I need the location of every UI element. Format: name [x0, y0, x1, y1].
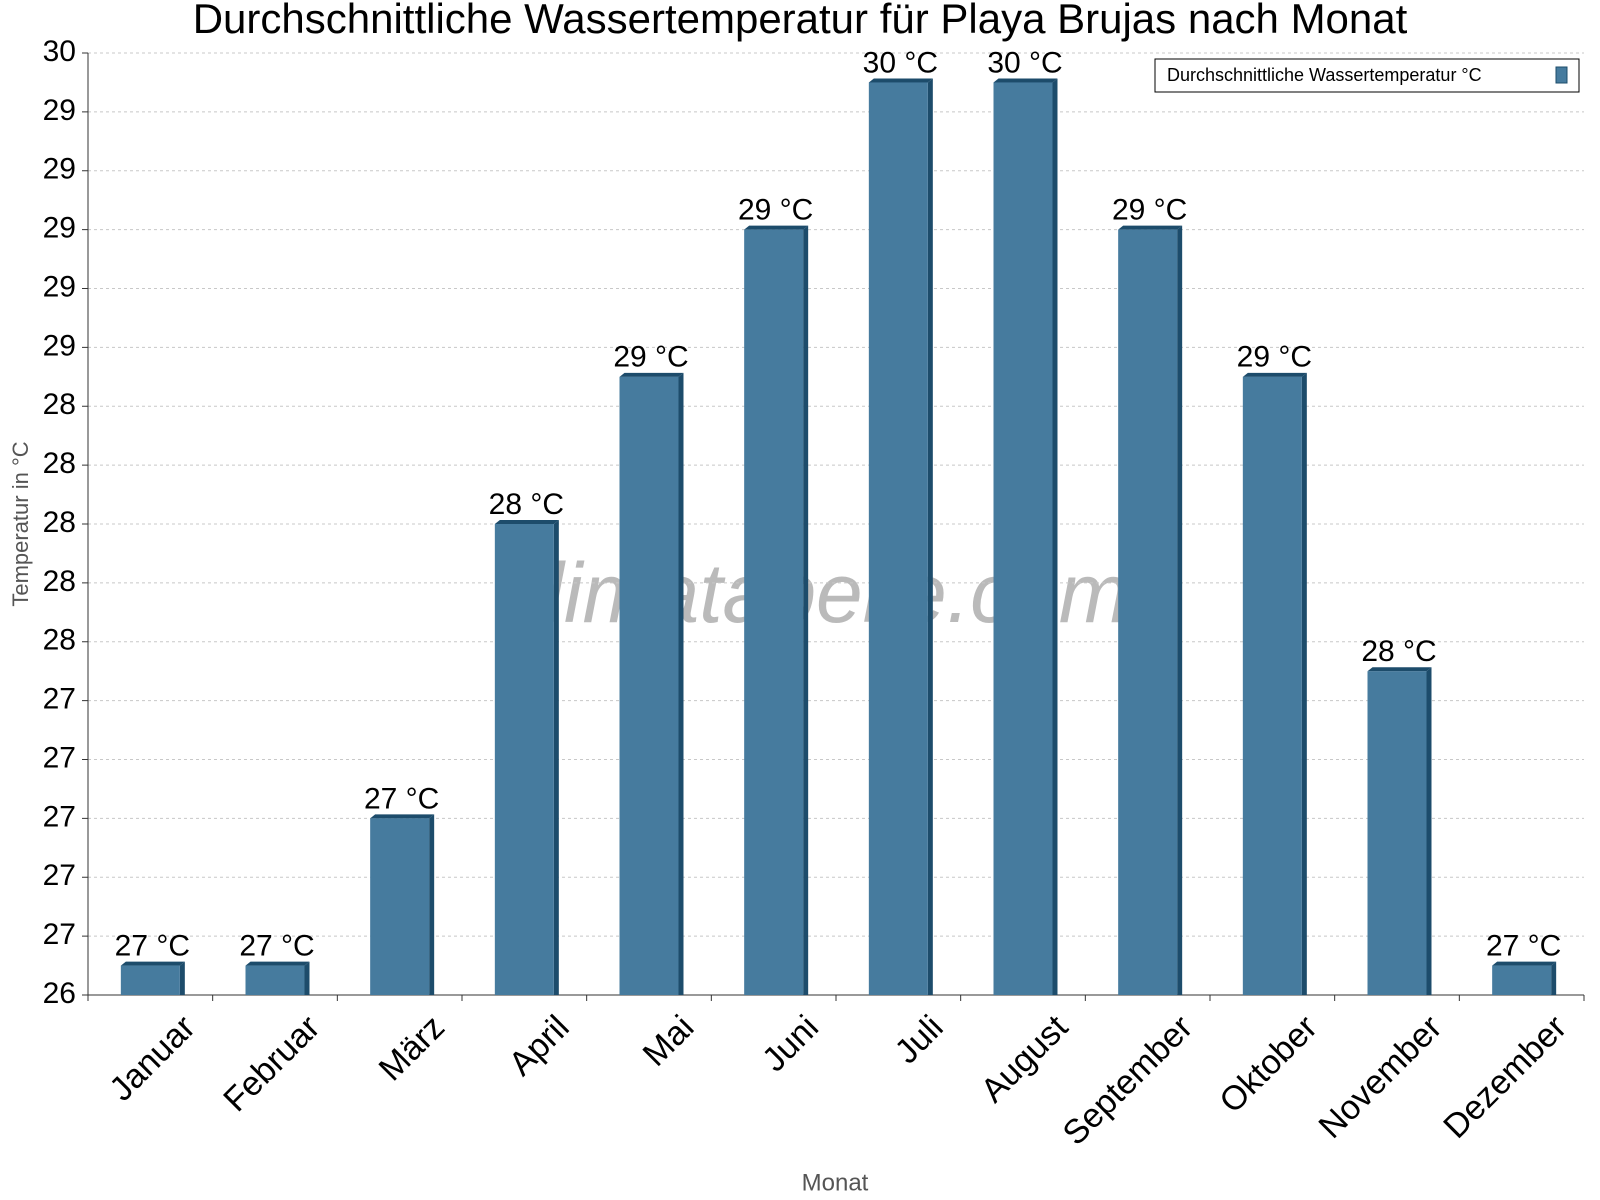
legend-box — [1154, 58, 1580, 93]
value-label: 27 °C — [239, 929, 314, 962]
y-tick-label: 28 — [43, 388, 76, 421]
y-tick-label: 26 — [43, 977, 76, 1010]
value-label: 27 °C — [364, 782, 439, 815]
value-label: 29 °C — [1237, 341, 1312, 374]
y-tick-label: 27 — [43, 741, 76, 774]
bar-side — [553, 520, 559, 995]
bar — [1492, 965, 1552, 995]
y-tick-label: 29 — [43, 329, 76, 362]
value-label: 28 °C — [489, 488, 564, 521]
bar-top — [619, 372, 684, 377]
value-label: 29 °C — [613, 341, 688, 374]
bar-side — [1052, 78, 1058, 995]
x-tick-label: September — [1056, 1008, 1200, 1152]
bar — [868, 82, 928, 995]
bar-side — [1426, 667, 1432, 995]
y-tick-label: 28 — [43, 624, 76, 657]
x-tick-label: August — [974, 1008, 1076, 1110]
bar — [993, 82, 1053, 995]
x-tick-label: März — [372, 1008, 452, 1088]
bar-side — [927, 78, 933, 995]
x-tick-label: Oktober — [1212, 1008, 1324, 1120]
bar-top — [120, 961, 185, 966]
x-axis-label: Monat — [802, 1169, 869, 1196]
y-tick-label: 30 — [43, 35, 76, 68]
bar-top — [993, 78, 1058, 83]
value-label: 29 °C — [1112, 194, 1187, 227]
bar-top — [1242, 372, 1307, 377]
bar-side — [803, 225, 809, 995]
bar-side — [1551, 961, 1557, 995]
bar — [245, 965, 305, 995]
bar-top — [1492, 961, 1557, 966]
bar-top — [868, 78, 933, 83]
y-axis-label: Temperatur in °C — [8, 441, 33, 606]
bar — [1242, 376, 1302, 995]
y-tick-label: 28 — [43, 565, 76, 598]
x-tick-label: November — [1312, 1008, 1450, 1146]
bar-side — [179, 961, 185, 995]
y-tick-label: 29 — [43, 153, 76, 186]
bar — [744, 229, 804, 995]
x-tick-label: Dezember — [1436, 1008, 1574, 1146]
bar-top — [1367, 667, 1432, 672]
bar — [1118, 229, 1178, 995]
bar-side — [304, 961, 310, 995]
bar — [1367, 671, 1427, 995]
bar-top — [1118, 225, 1183, 230]
y-tick-label: 27 — [43, 918, 76, 951]
bar-side — [429, 814, 435, 995]
value-label: 27 °C — [1486, 929, 1561, 962]
legend-swatch — [1555, 66, 1568, 84]
x-tick-label: April — [502, 1008, 577, 1083]
x-tick-label: Juni — [755, 1008, 826, 1079]
bar-top — [744, 225, 809, 230]
chart-title: Durchschnittliche Wassertemperatur für P… — [193, 0, 1408, 42]
bar-top — [494, 520, 559, 524]
value-label: 30 °C — [863, 46, 938, 79]
x-tick-label: Januar — [102, 1008, 202, 1108]
x-tick-label: Mai — [636, 1008, 702, 1074]
x-tick-label: Juli — [888, 1008, 951, 1071]
y-tick-label: 27 — [43, 683, 76, 716]
y-tick-label: 27 — [43, 859, 76, 892]
y-tick-label: 28 — [43, 447, 76, 480]
bar — [494, 524, 554, 995]
bar — [120, 965, 180, 995]
value-label: 29 °C — [738, 194, 813, 227]
y-tick-label: 29 — [43, 94, 76, 127]
bar-side — [1301, 372, 1307, 995]
y-tick-label: 27 — [43, 800, 76, 833]
legend-label: Durchschnittliche Wassertemperatur °C — [1167, 65, 1482, 85]
value-label: 30 °C — [987, 46, 1062, 79]
value-label: 28 °C — [1361, 635, 1436, 668]
x-tick-label: Februar — [216, 1008, 327, 1119]
bar-side — [1177, 225, 1183, 995]
bar — [370, 818, 430, 995]
bar — [619, 376, 679, 995]
bar-top — [370, 814, 435, 819]
y-tick-label: 29 — [43, 270, 76, 303]
y-tick-label: 29 — [43, 212, 76, 245]
y-tick-label: 28 — [43, 506, 76, 539]
bar-side — [678, 372, 684, 995]
bar-top — [245, 961, 310, 966]
value-label: 27 °C — [115, 929, 190, 962]
